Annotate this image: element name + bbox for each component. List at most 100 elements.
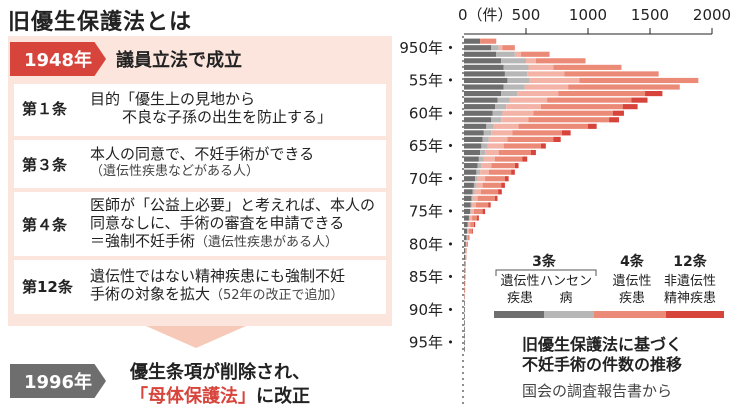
bar-segment <box>467 228 468 234</box>
bar-segment <box>512 130 562 136</box>
bar-segment <box>486 123 494 129</box>
bar-segment <box>464 45 492 51</box>
down-arrow-icon <box>146 326 246 348</box>
y-tick-label: 80年・ <box>409 235 458 253</box>
bar-segment <box>464 222 468 228</box>
bar-segment <box>464 202 471 208</box>
bar-segment <box>478 156 484 162</box>
chart-caption-1: 旧優生保護法に基づく <box>522 335 682 354</box>
bar-segment <box>504 71 528 77</box>
bar-segment <box>491 163 515 169</box>
bar-segment <box>464 195 472 201</box>
bar-segment <box>466 241 467 247</box>
bar-segment <box>464 208 471 215</box>
x-tick-label: 1000 <box>569 6 607 24</box>
bar-segment <box>464 182 474 188</box>
bar-segment <box>496 51 515 57</box>
page-title: 旧優生保護法とは <box>8 10 193 35</box>
bar-segment <box>464 228 468 234</box>
bar-segment <box>464 215 469 221</box>
y-tick-label: 70年・ <box>409 170 458 188</box>
bar-segment <box>464 294 466 300</box>
bar-segment <box>468 215 470 221</box>
bar-segment <box>464 176 476 182</box>
bar-segment <box>488 136 508 142</box>
bar-segment <box>498 149 531 156</box>
legend-label: 非遺伝性 <box>664 274 716 289</box>
bar-segment <box>588 123 597 129</box>
bar-segment <box>492 110 503 116</box>
bar-segment <box>477 163 482 169</box>
enactment-headline: 議員立法で成立 <box>116 50 242 71</box>
bar-segment <box>470 202 473 208</box>
amendment-text: 優生条項が削除され、 <box>130 362 311 383</box>
chart-caption-2: 不妊手術の件数の推移 <box>522 355 682 374</box>
bar-segment <box>467 228 469 234</box>
bar-segment <box>464 320 465 326</box>
bar-segment <box>464 280 466 287</box>
bar-segment <box>464 248 466 254</box>
bar-segment <box>503 84 525 90</box>
bar-segment <box>485 176 505 182</box>
chart-source: 国会の調査報告書から <box>522 382 672 400</box>
bar-segment <box>464 241 466 247</box>
bar-segment <box>464 149 481 156</box>
bar-segment <box>468 222 471 228</box>
bar-segment <box>464 71 505 77</box>
bar-segment <box>498 189 502 195</box>
bar-segment <box>464 313 465 319</box>
bar-segment <box>491 117 502 123</box>
y-tick-label: 95年・ <box>409 334 458 352</box>
bar-segment <box>480 169 489 175</box>
bar-segment <box>481 163 492 169</box>
bar-segment <box>612 110 624 116</box>
bar-segment <box>467 222 469 228</box>
bar-segment <box>482 208 486 215</box>
bar-segment <box>540 104 623 110</box>
article-text: 目的「優生上の見地から <box>90 90 256 108</box>
legend-label: 病 <box>559 291 572 306</box>
bar-segment <box>564 71 659 77</box>
article-row-3: 第３条 本人の同意で、不妊手術ができる （遺伝性疾患などがある人） <box>14 140 386 188</box>
bar-segment <box>467 235 468 241</box>
bar-segment <box>501 182 505 188</box>
bar-segment <box>464 267 466 273</box>
bar-segment <box>464 58 502 64</box>
bar-segment <box>495 104 507 110</box>
legend-label: 疾患 <box>507 291 533 306</box>
bar-segment <box>470 222 474 228</box>
bar-segment <box>480 189 499 195</box>
bar-segment <box>472 215 478 221</box>
bar-segment <box>464 267 465 273</box>
bar-segment <box>472 202 476 208</box>
bar-segment <box>464 38 481 44</box>
x-tick-label: 2000 <box>693 6 731 24</box>
bar-segment <box>480 149 486 156</box>
legend-label: 疾患 <box>619 291 645 306</box>
bar-segment <box>518 123 588 129</box>
bar-segment <box>464 117 492 123</box>
x-tick-label: 1500 <box>631 6 669 24</box>
y-tick-label: 75年・ <box>409 203 458 221</box>
bar-segment <box>497 97 510 103</box>
article-note: （遺伝性疾患などがある人） <box>90 164 260 179</box>
new-law-name: 「母体保護法」 <box>130 386 256 407</box>
bar-segment <box>517 91 559 97</box>
bar-segment <box>464 254 465 260</box>
article-label: 第１条 <box>22 100 68 118</box>
bar-segment <box>487 143 504 149</box>
bar-segment <box>464 156 479 162</box>
legend-swatch <box>594 311 666 318</box>
bar-segment <box>470 208 474 215</box>
bar-segment <box>472 228 473 234</box>
legend-label: 精神疾患 <box>664 291 716 306</box>
y-tick-label: 85年・ <box>409 268 458 286</box>
bar-segment <box>464 333 465 339</box>
bar-segment <box>464 64 504 70</box>
bar-segment <box>465 261 466 267</box>
year-badge-1996: 1996年 <box>10 364 106 398</box>
bar-segment <box>645 91 663 97</box>
article-row-1: 第１条 目的「優生上の見地から 不良な子孫の出生を防止する」 <box>14 84 386 136</box>
bar-segment <box>488 202 491 208</box>
bar-segment <box>481 143 488 149</box>
